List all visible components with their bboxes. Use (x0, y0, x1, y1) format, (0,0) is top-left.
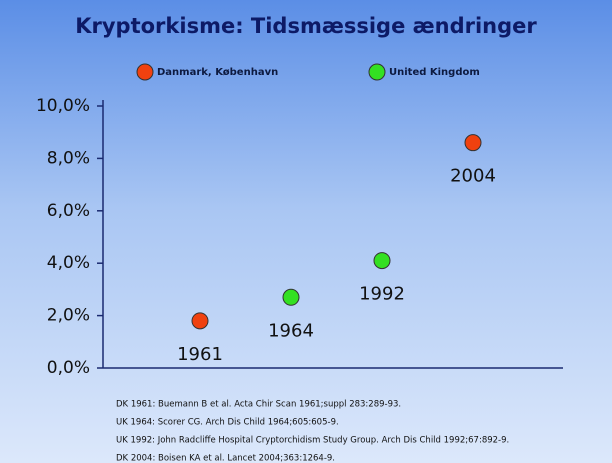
y-tick-label: 2,0% (47, 306, 90, 326)
y-tick-label: 8,0% (47, 148, 90, 168)
footnote: UK 1964: Scorer CG. Arch Dis Child 1964;… (116, 418, 339, 428)
point (282, 288, 300, 306)
point-label: 1961 (177, 344, 223, 365)
legend-marker (368, 63, 386, 81)
legend-label: United Kingdom (389, 67, 480, 78)
footnote: DK 2004: Boisen KA et al. Lancet 2004;36… (116, 454, 335, 463)
point (373, 252, 391, 270)
legend-marker (136, 63, 154, 81)
y-tick-label: 0,0% (47, 358, 90, 378)
point (464, 134, 482, 152)
footnote: UK 1992: John Radcliffe Hospital Cryptor… (116, 436, 509, 446)
legend-label: Danmark, København (157, 67, 278, 78)
y-tick-label: 10,0% (36, 96, 90, 116)
point-label: 1992 (359, 284, 405, 305)
point (191, 312, 209, 330)
chart-title: Kryptorkisme: Tidsmæssige ændringer (75, 14, 537, 38)
point-label: 1964 (268, 320, 314, 341)
y-tick-label: 6,0% (47, 201, 90, 221)
y-tick-label: 4,0% (47, 253, 90, 273)
footnote: DK 1961: Buemann B et al. Acta Chir Scan… (116, 400, 401, 410)
point-label: 2004 (450, 166, 496, 187)
